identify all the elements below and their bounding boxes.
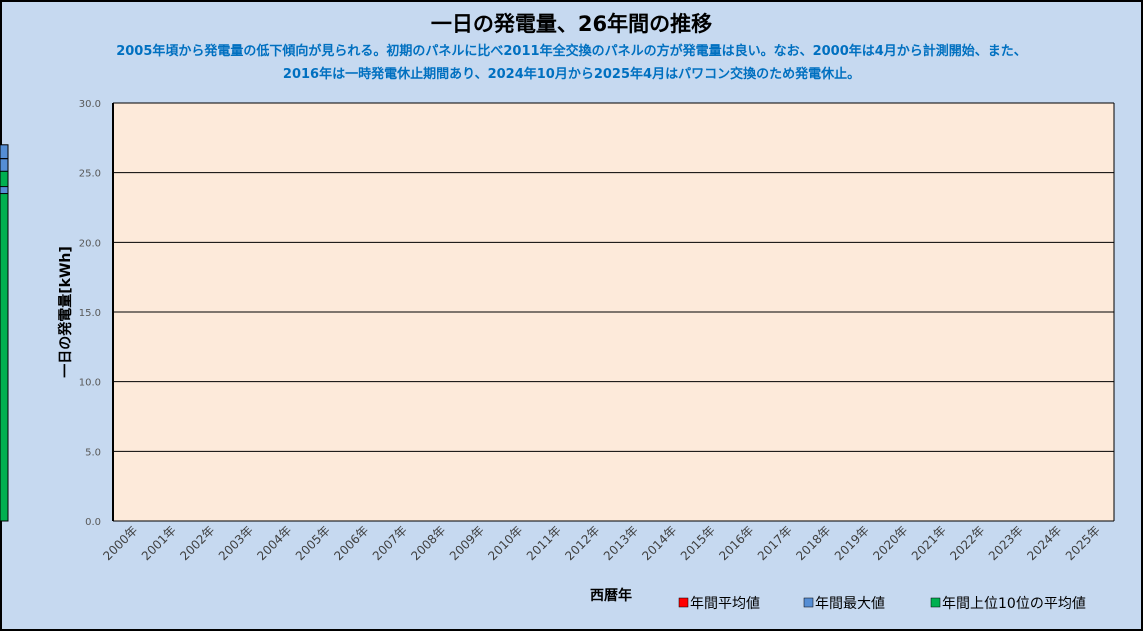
x-tick-label: 2022年 (947, 523, 987, 563)
x-tick-label: 2015年 (678, 523, 718, 563)
bar-top10-2025年 (0, 193, 9, 522)
x-tick-label: 2002年 (177, 523, 217, 563)
x-tick-label: 2014年 (639, 523, 679, 563)
y-tick-label: 10.0 (79, 378, 101, 389)
y-tick-label: 30.0 (79, 99, 101, 110)
x-tick-label: 2020年 (870, 523, 910, 563)
x-tick-label: 2025年 (1063, 523, 1103, 563)
x-tick-label: 2003年 (216, 523, 256, 563)
x-tick-label: 2024年 (1024, 523, 1064, 563)
y-tick-label: 25.0 (79, 169, 101, 180)
legend-swatch (678, 597, 689, 608)
legend-label: 年間最大値 (815, 596, 885, 612)
x-tick-label: 2023年 (986, 523, 1026, 563)
y-tick-label: 5.0 (85, 447, 101, 458)
y-axis-label: 一日の発電量[kWh] (57, 246, 74, 378)
x-tick-label: 2007年 (370, 523, 410, 563)
x-tick-label: 2010年 (485, 523, 525, 563)
x-tick-label: 2004年 (254, 523, 294, 563)
y-tick-label: 20.0 (79, 238, 101, 249)
x-tick-label: 2011年 (524, 523, 564, 563)
x-tick-label: 2021年 (909, 523, 949, 563)
legend-swatch (930, 597, 941, 608)
legend-swatch (803, 597, 814, 608)
legend-label: 年間上位10位の平均値 (942, 596, 1086, 612)
x-tick-label: 2013年 (601, 523, 641, 563)
x-tick-label: 2016年 (716, 523, 756, 563)
chart-subtitle: 2005年頃から発電量の低下傾向が見られる。初期のパネルに比べ2011年全交換の… (116, 44, 1027, 82)
x-tick-label: 2005年 (293, 523, 333, 563)
x-tick-label: 2012年 (562, 523, 602, 563)
y-tick-label: 15.0 (79, 308, 101, 319)
x-tick-label: 2000年 (100, 523, 140, 563)
x-tick-label: 2017年 (755, 523, 795, 563)
x-tick-label: 2019年 (832, 523, 872, 563)
x-axis-label: 西暦年 (590, 587, 632, 604)
x-tick-label: 2009年 (447, 523, 487, 563)
x-tick-label: 2018年 (793, 523, 833, 563)
x-tick-label: 2001年 (139, 523, 179, 563)
x-tick-label: 2008年 (408, 523, 448, 563)
chart-title: 一日の発電量、26年間の推移 (430, 12, 713, 36)
legend-label: 年間平均値 (690, 596, 760, 612)
x-tick-label: 2006年 (331, 523, 371, 563)
y-tick-label: 0.0 (85, 517, 101, 528)
